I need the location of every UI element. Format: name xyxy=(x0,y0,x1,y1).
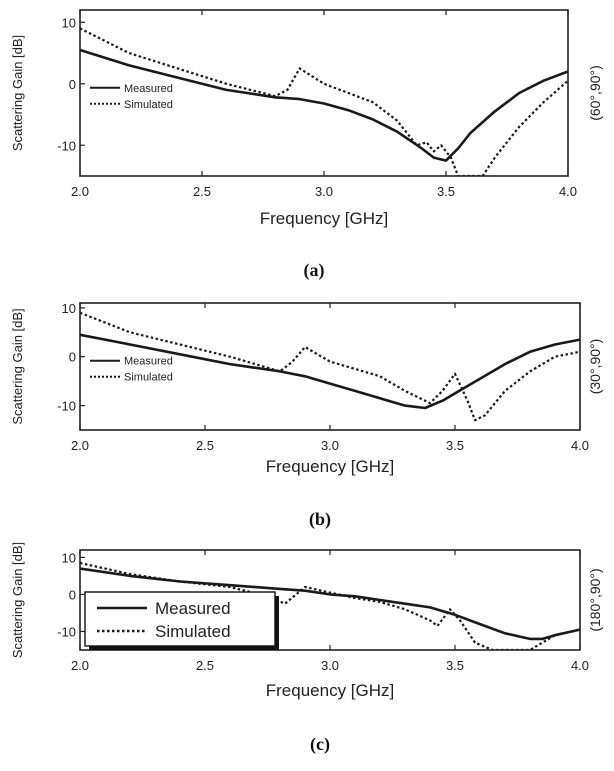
x-tick-label: 4.0 xyxy=(571,658,589,673)
y-tick-label: 10 xyxy=(62,550,76,565)
y-axis-label: Scattering Gain [dB] xyxy=(10,542,25,658)
x-tick-label: 2.5 xyxy=(196,438,214,453)
legend-label-simulated: Simulated xyxy=(124,372,173,384)
incidence-angle-label: (180°,90°) xyxy=(587,568,603,631)
legend: Measured Simulated xyxy=(84,591,279,650)
x-axis-label: Frequency [GHz] xyxy=(266,457,395,476)
x-tick-label: 4.0 xyxy=(571,438,589,453)
legend-label-measured: Measured xyxy=(124,83,173,95)
x-tick-label: 3.5 xyxy=(446,658,464,673)
panel-caption: (b) xyxy=(309,509,331,530)
panel-caption: (c) xyxy=(310,734,330,755)
y-tick-label: 0 xyxy=(69,587,76,602)
legend-label-simulated: Simulated xyxy=(124,99,173,111)
legend: Measured Simulated xyxy=(90,356,173,384)
y-tick-label: -10 xyxy=(57,624,76,639)
x-axis-label: Frequency [GHz] xyxy=(260,209,389,228)
y-tick-label: 10 xyxy=(62,15,76,30)
incidence-angle-label: (30°,90°) xyxy=(587,339,603,395)
x-tick-label: 3.0 xyxy=(321,438,339,453)
chart-panel-3: 2.0 2.5 3.0 3.5 4.0 10 0 -10 Frequency [GHz] Scat… xyxy=(10,542,603,755)
legend: Measured Simulated xyxy=(90,83,173,111)
x-tick-label: 2.0 xyxy=(71,184,89,199)
y-tick-label: 0 xyxy=(69,77,76,92)
chart-panel-1: 2.0 2.5 3.0 3.5 4.0 10 0 -10 Frequency [GHz] Scat… xyxy=(10,9,603,281)
legend-box xyxy=(84,591,276,647)
y-axis-label: Scattering Gain [dB] xyxy=(10,308,25,424)
x-tick-label: 3.0 xyxy=(321,658,339,673)
x-tick-label: 3.5 xyxy=(446,438,464,453)
legend-label-measured: Measured xyxy=(124,356,173,368)
chart-panel-2: 2.0 2.5 3.0 3.5 4.0 10 0 -10 Frequency [GHz] Scat… xyxy=(10,301,603,530)
x-tick-label: 2.0 xyxy=(71,438,89,453)
series-measured-line xyxy=(80,333,580,410)
x-tick-label: 2.0 xyxy=(71,658,89,673)
y-tick-label: -10 xyxy=(57,399,76,414)
x-tick-label: 2.5 xyxy=(193,184,211,199)
legend-label-measured: Measured xyxy=(155,599,231,618)
panel-caption: (a) xyxy=(304,260,325,281)
x-tick-label: 3.5 xyxy=(437,184,455,199)
x-tick-label: 4.0 xyxy=(559,184,577,199)
y-tick-label: 0 xyxy=(69,350,76,365)
y-tick-label: 10 xyxy=(62,301,76,316)
series-measured-line xyxy=(80,48,568,162)
y-tick-label: -10 xyxy=(57,138,76,153)
y-axis-label: Scattering Gain [dB] xyxy=(10,35,25,151)
series-measured-line xyxy=(80,567,580,641)
incidence-angle-label: (60°,90°) xyxy=(587,65,603,121)
x-tick-label: 2.5 xyxy=(196,658,214,673)
legend-label-simulated: Simulated xyxy=(155,622,231,641)
x-tick-label: 3.0 xyxy=(315,184,333,199)
x-axis-label: Frequency [GHz] xyxy=(266,681,395,700)
series-simulated-line xyxy=(80,27,568,176)
